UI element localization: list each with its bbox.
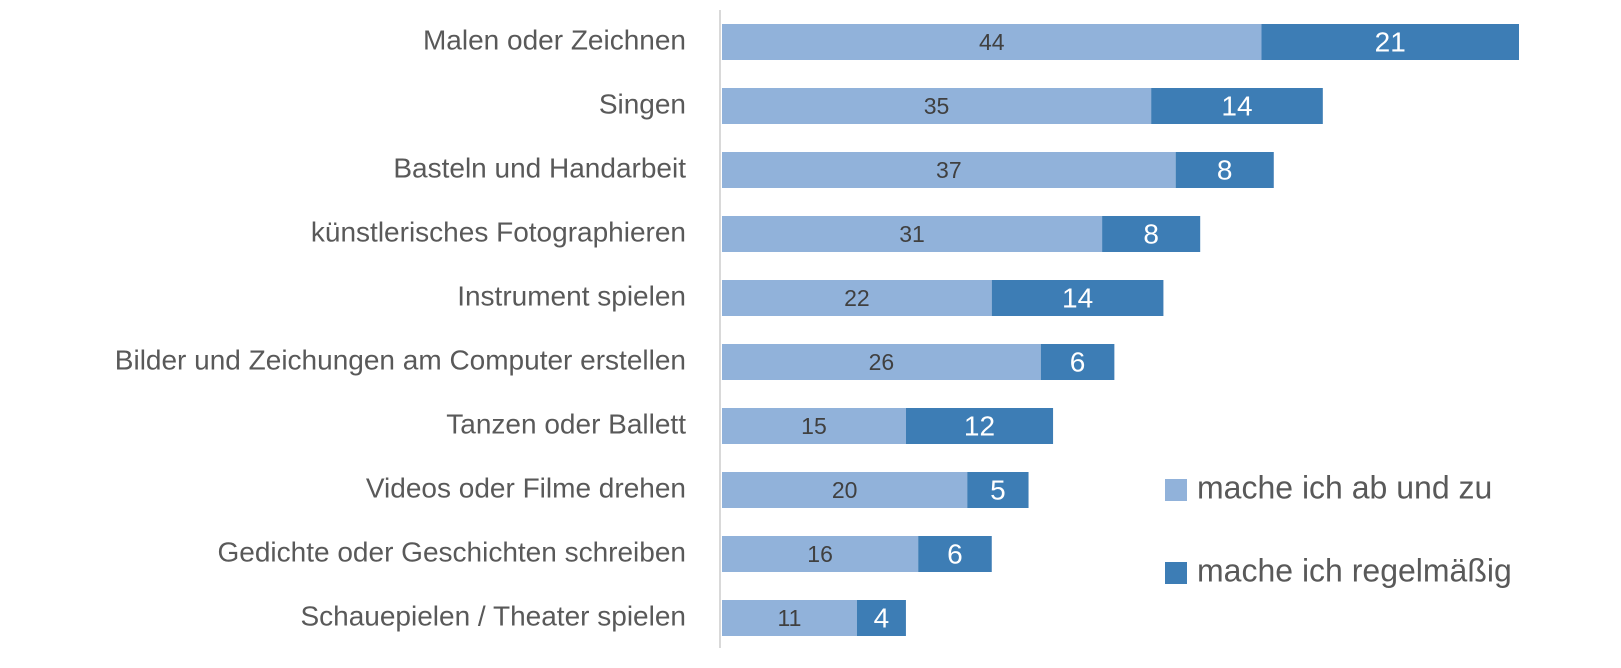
category-label: künstlerisches Fotographieren [311,216,686,247]
category-label: Schauepielen / Theater spielen [300,600,686,631]
data-label: 31 [899,221,925,247]
bar-segment [1151,88,1323,124]
data-label: 11 [777,605,801,631]
data-label: 44 [979,29,1005,55]
data-label: 16 [807,541,833,567]
bar-segment [722,472,968,508]
bar-segment [1040,344,1115,380]
bar-segment [722,408,906,444]
data-label: 22 [844,285,870,311]
bar-segment [991,280,1164,316]
category-label: Gedichte oder Geschichten schreiben [218,536,687,567]
legend-label: mache ich regelmäßig [1197,552,1512,588]
data-label: 14 [1062,282,1093,313]
data-label: 8 [1217,154,1233,185]
bar-segment [722,88,1152,124]
data-label: 14 [1221,90,1252,121]
bar-segment [722,216,1103,252]
bar-segment [722,280,992,316]
bar-segment [856,600,906,636]
data-label: 37 [936,157,962,183]
category-label: Instrument spielen [457,280,686,311]
category-label: Videos oder Filme drehen [366,472,686,503]
bar-segment [967,472,1029,508]
data-label: 21 [1375,26,1406,57]
bar-segment [722,344,1041,380]
data-label: 6 [1070,346,1086,377]
bar-segment [918,536,992,572]
category-label: Tanzen oder Ballett [446,408,686,439]
bar-segment [1175,152,1274,188]
bar-segment [722,24,1262,60]
data-label: 26 [869,349,895,375]
data-label: 8 [1143,218,1159,249]
bar-segment [722,600,857,636]
data-label: 12 [964,410,995,441]
category-label: Basteln und Handarbeit [393,152,686,183]
category-label: Singen [599,88,686,119]
bar-segment [722,152,1176,188]
category-label: Malen oder Zeichnen [423,24,686,55]
category-label: Bilder und Zeichungen am Computer erstel… [115,344,686,375]
bar-segment [905,408,1054,444]
bar-segment [1261,24,1519,60]
bar-segment [1102,216,1201,252]
legend-label: mache ich ab und zu [1197,469,1492,505]
data-label: 5 [990,474,1006,505]
legend-swatch [1165,562,1187,584]
bar-segment [722,536,919,572]
data-label: 20 [832,477,858,503]
data-label: 35 [924,93,950,119]
data-label: 15 [801,413,827,439]
data-label: 6 [947,538,963,569]
legend-swatch [1165,479,1187,501]
data-label: 4 [874,602,890,633]
